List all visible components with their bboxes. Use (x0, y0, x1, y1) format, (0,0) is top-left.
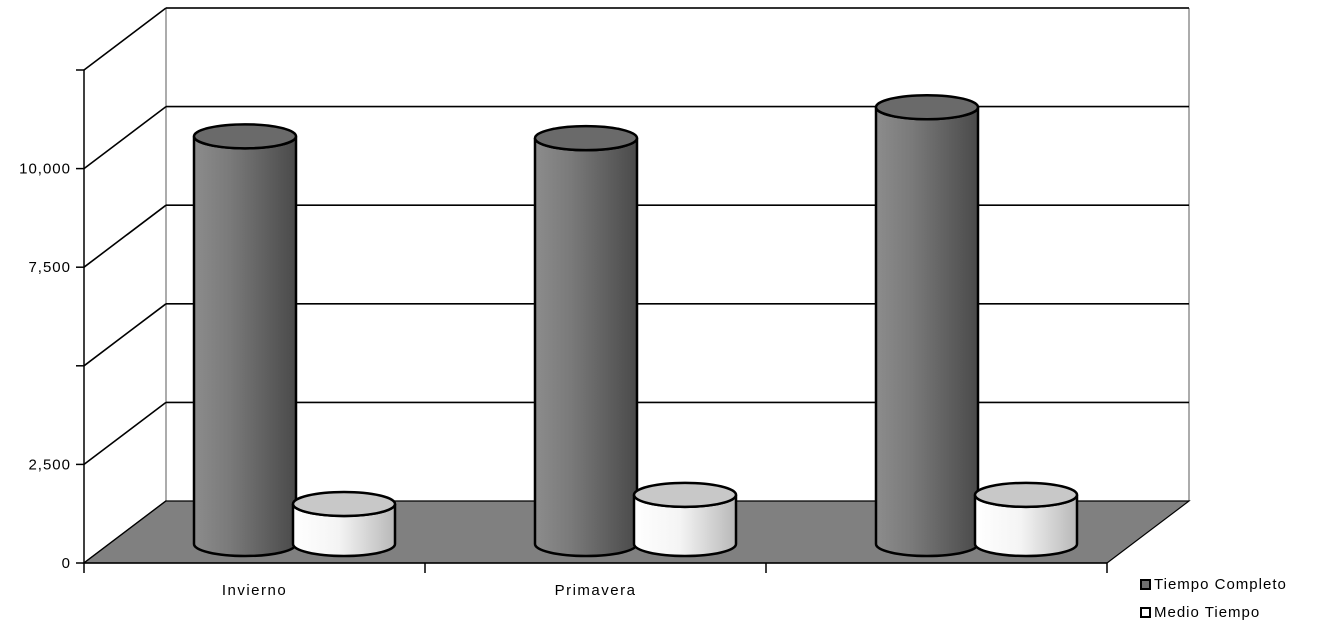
bar-top-s1-c2 (973, 481, 1079, 509)
y-tick-label: 7,500 (28, 259, 71, 276)
x-category-label: Invierno (222, 582, 287, 599)
bar-body-s0-c1 (533, 137, 639, 558)
bar-top-s1-c1 (632, 481, 738, 509)
bar-top-s1-c0 (291, 490, 397, 518)
chart-walls (165, 7, 1190, 501)
gridline-side (83, 401, 167, 466)
legend-swatch-tiempo-completo (1140, 578, 1151, 590)
bar-body-s0-c2 (874, 106, 980, 558)
gridline-side (83, 204, 167, 268)
legend-item-tiempo-completo: Tiempo Completo (1140, 570, 1287, 598)
bar-top-s0-c1 (533, 124, 639, 152)
legend-swatch-medio-tiempo (1140, 606, 1151, 618)
bar-top-s0-c0 (192, 123, 298, 150)
y-tick-label: 0 (62, 555, 71, 572)
bar-top-s0-c2 (874, 93, 980, 121)
gridline-side (83, 105, 167, 170)
chart-labels: 0 2,500 7,500 10,000 Invierno Primavera (19, 161, 637, 599)
chart-axes (76, 69, 1108, 573)
y-tick-label: 2,500 (28, 456, 71, 473)
chart-legend: Tiempo Completo Medio Tiempo (1140, 570, 1287, 626)
gridline-side (83, 303, 167, 367)
legend-item-medio-tiempo: Medio Tiempo (1140, 598, 1287, 626)
legend-label-tiempo-completo: Tiempo Completo (1154, 575, 1287, 593)
legend-label-medio-tiempo: Medio Tiempo (1154, 603, 1261, 621)
gridline-side (83, 7, 167, 71)
y-tick-label: 10,000 (19, 161, 71, 178)
chart-gridlines (83, 7, 1189, 564)
x-category-label: Primavera (555, 582, 637, 599)
bar-body-s0-c0 (192, 136, 298, 558)
chart-bars (192, 93, 1079, 558)
